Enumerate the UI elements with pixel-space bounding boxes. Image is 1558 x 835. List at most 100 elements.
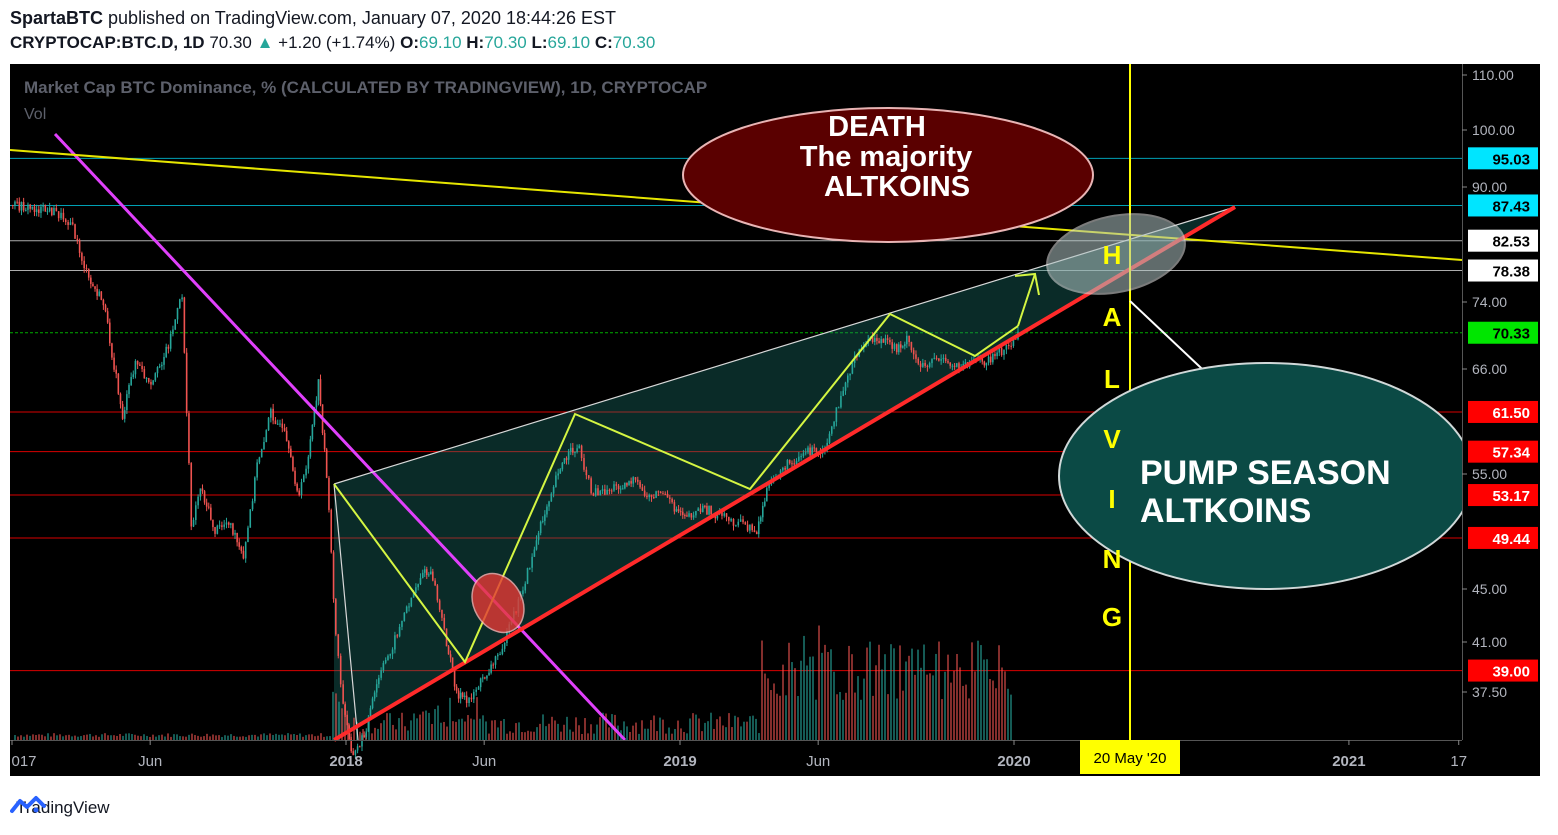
volume-bar	[968, 698, 970, 740]
price-level-badge[interactable]	[1468, 259, 1538, 282]
tradingview-footer[interactable]: TradingView	[10, 795, 110, 821]
close-value: 70.30	[612, 33, 656, 52]
candle-body	[873, 338, 876, 343]
volume-bar	[587, 733, 589, 740]
candle-body	[330, 509, 333, 553]
candle-body	[436, 585, 439, 601]
volume-bar	[998, 645, 1000, 740]
candle-body	[210, 507, 212, 520]
candle-body	[298, 490, 301, 496]
volume-label: Vol	[24, 106, 47, 123]
candle-body	[779, 470, 782, 476]
candle-body	[453, 670, 456, 687]
volume-bar	[731, 727, 733, 740]
symbol-label[interactable]: CRYPTOCAP:BTC.D, 1D	[10, 33, 205, 52]
candle-body	[688, 513, 690, 517]
candle-body	[415, 587, 417, 594]
candle-body	[29, 204, 31, 209]
price-level-badge[interactable]	[1468, 659, 1538, 682]
candle-body	[365, 731, 368, 737]
halving-date-badge[interactable]	[1080, 740, 1180, 774]
candle-body	[1000, 347, 1003, 356]
volume-bar	[137, 735, 139, 740]
candle-body	[695, 510, 697, 516]
candle-body	[279, 423, 281, 425]
price-level-badge-label: 78.38	[1492, 264, 1530, 281]
volume-bar	[389, 713, 391, 740]
candle-body	[147, 377, 150, 382]
candle-body	[150, 381, 152, 385]
author-name[interactable]: SpartaBTC	[10, 8, 104, 28]
candle-body	[225, 522, 228, 525]
candle-body	[465, 695, 468, 704]
candle-body	[281, 423, 284, 428]
volume-bar	[89, 733, 91, 740]
price-level-badge[interactable]	[1468, 147, 1538, 170]
volume-bar	[287, 733, 289, 740]
price-level-badge[interactable]	[1468, 440, 1538, 463]
candle-body	[83, 260, 85, 269]
volume-bar	[248, 735, 250, 740]
volume-bar	[257, 736, 259, 740]
candle-body	[541, 520, 544, 522]
volume-bar	[896, 698, 898, 740]
volume-bar	[104, 733, 106, 740]
candle-body	[757, 521, 760, 535]
price-level-badge[interactable]	[1468, 526, 1538, 549]
candle-body	[732, 518, 735, 526]
volume-bar	[119, 734, 121, 740]
price-level-badge[interactable]	[1468, 484, 1538, 507]
candle-body	[496, 654, 499, 657]
candle-body	[352, 751, 355, 755]
candle-body	[592, 493, 595, 496]
candle-body	[234, 532, 236, 535]
candle-body	[567, 451, 570, 460]
volume-bar	[884, 654, 886, 740]
candle-body	[499, 654, 501, 656]
volume-bar	[848, 645, 850, 740]
price-level-badge[interactable]	[1468, 400, 1538, 423]
candle-body	[933, 357, 936, 359]
volume-bar	[428, 712, 430, 740]
halving-letter-v: V	[1103, 424, 1121, 454]
candle-body	[292, 457, 294, 471]
candle-body	[606, 489, 608, 495]
volume-bar	[284, 735, 286, 740]
candle-body	[384, 660, 387, 663]
candle-body	[218, 525, 221, 527]
candle-body	[337, 634, 340, 656]
price-level-badge-label: 87.43	[1492, 198, 1530, 215]
volume-bar	[53, 733, 55, 740]
candle-body	[201, 488, 204, 492]
candle-body	[998, 347, 1001, 353]
chart-panel[interactable]: DEATH The majority ALTKOINS PUMP SEASON ALTK…	[10, 64, 1540, 776]
candlestick-series	[12, 197, 1019, 759]
volume-bar	[455, 721, 457, 740]
volume-bar	[56, 735, 58, 740]
candle-body	[398, 626, 401, 637]
volume-bar	[395, 729, 397, 740]
price-tick-label: 41.00	[1472, 634, 1507, 650]
candle-body	[161, 364, 163, 367]
volume-bar	[668, 727, 670, 740]
volume-bar	[431, 723, 433, 740]
price-level-badge[interactable]	[1468, 229, 1538, 252]
candle-body	[249, 509, 252, 528]
candle-body	[590, 478, 592, 494]
volume-bar	[662, 719, 664, 740]
price-level-badge[interactable]	[1468, 321, 1538, 344]
candle-body	[917, 358, 920, 364]
candle-body	[387, 655, 389, 661]
price-level-badge[interactable]	[1468, 194, 1538, 217]
candle-body	[922, 362, 924, 367]
candle-body	[746, 524, 749, 531]
volume-bar	[449, 697, 451, 740]
volume-bar	[194, 735, 196, 740]
candle-body	[842, 390, 845, 396]
volume-bar	[515, 723, 517, 740]
volume-bar	[185, 736, 187, 740]
volume-bar	[602, 712, 604, 740]
candle-body	[251, 501, 254, 510]
candle-body	[613, 484, 615, 491]
